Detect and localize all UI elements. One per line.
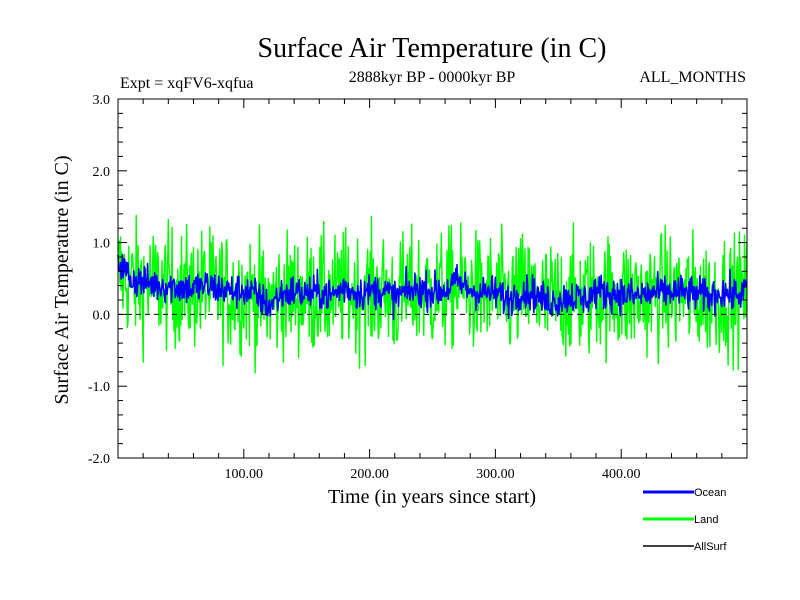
- series-layer: [117, 214, 748, 374]
- legend-label-ocean: Ocean: [694, 487, 726, 499]
- y-tick-label: 2.0: [93, 165, 111, 180]
- chart-subtitle-right: ALL_MONTHS: [639, 69, 746, 86]
- x-tick-label: 300.00: [476, 467, 515, 482]
- legend-label-allsurf: AllSurf: [694, 541, 727, 553]
- x-tick-label: 400.00: [602, 467, 641, 482]
- chart-subtitle-center: 2888kyr BP - 0000kyr BP: [349, 69, 516, 86]
- y-tick-label: 3.0: [93, 93, 111, 108]
- y-tick-label: 0.0: [93, 308, 111, 323]
- chart-subtitle-left: Expt = xqFV6-xqfua: [120, 75, 253, 92]
- legend-label-land: Land: [694, 514, 718, 526]
- x-tick-label: 100.00: [225, 467, 264, 482]
- plot-frame: [117, 98, 748, 459]
- y-tick-label: -2.0: [88, 452, 110, 467]
- ticks-layer: 100.00 200.00 300.00 400.00 -2.0 -1.0 0.0 1.0 2.…: [88, 93, 747, 482]
- x-axis-label: Time (in years since start): [328, 486, 536, 508]
- y-tick-label: -1.0: [88, 380, 110, 395]
- y-axis-label: Surface Air Temperature (in C): [51, 155, 73, 404]
- series-line-ocean: [117, 254, 748, 321]
- x-tick-label: 200.00: [350, 467, 389, 482]
- y-tick-label: 1.0: [93, 237, 111, 252]
- legend: Ocean Land AllSurf: [643, 487, 727, 553]
- chart-title: Surface Air Temperature (in C): [258, 33, 607, 64]
